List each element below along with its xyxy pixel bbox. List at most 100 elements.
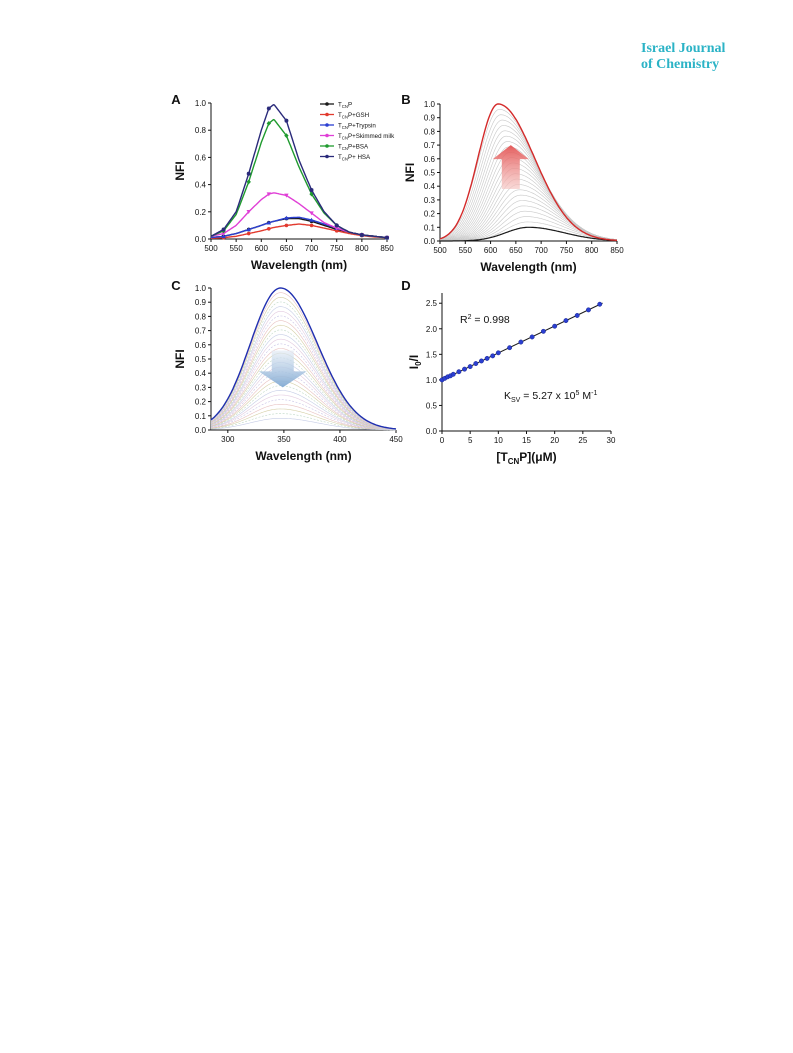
- x-tick-label: 500: [204, 244, 218, 253]
- y-tick-label: 1.5: [426, 350, 438, 359]
- intermediate-curve: [210, 404, 396, 431]
- x-tick-label: 5: [468, 436, 473, 445]
- legend-label-main: T: [338, 123, 342, 130]
- x-tick-label: 800: [355, 244, 369, 253]
- data-point: [490, 353, 496, 359]
- legend-marker: [325, 154, 329, 159]
- data-point: [246, 179, 251, 185]
- intermediate-curve: [439, 114, 617, 241]
- legend-label: TCNP: [338, 102, 352, 110]
- y-tick-label: 2.0: [426, 325, 438, 334]
- x-tick-label: 30: [607, 436, 616, 445]
- y-axis-title: NFI: [173, 161, 187, 180]
- ksv-sup1: 5: [576, 390, 580, 397]
- series-line-1: [211, 223, 387, 239]
- legend-label-main: T: [338, 133, 342, 140]
- x-tick-label: 750: [330, 244, 344, 253]
- legend-label-rest: P+GSH: [348, 112, 369, 119]
- intermediate-curve: [210, 380, 396, 430]
- panel-label: A: [171, 92, 181, 107]
- legend-marker: [325, 123, 329, 127]
- r-squared-label: R2 = 0.998: [460, 314, 510, 326]
- intermediate-curve: [210, 352, 397, 430]
- data-point: [529, 334, 535, 340]
- legend-marker: [325, 133, 329, 138]
- data-point: [495, 350, 501, 356]
- y-tick-label: 0.3: [424, 196, 436, 205]
- legend-label: TCNP+Trypsin: [338, 123, 376, 131]
- data-point: [246, 210, 251, 214]
- y-tick-label: 1.0: [424, 100, 436, 109]
- legend-label-sub: CN: [342, 125, 348, 130]
- ksv-main: K: [504, 390, 511, 402]
- data-point: [309, 211, 314, 216]
- y-axis-title-sub: 0: [414, 361, 423, 366]
- legend-label: TCNP+Skimmed milk: [338, 133, 395, 141]
- ksv-sub: SV: [511, 397, 521, 404]
- journal-logo-line1: Israel Journal: [641, 41, 726, 56]
- intermediate-curve: [210, 348, 397, 430]
- x-tick-label: 800: [585, 246, 599, 255]
- y-tick-label: 0.2: [195, 398, 207, 407]
- data-point: [334, 226, 339, 231]
- x-tick-label: 750: [560, 246, 574, 255]
- x-tick-label: 700: [305, 244, 319, 253]
- data-point: [267, 227, 271, 231]
- x-axis-title: Wavelength (nm): [480, 260, 576, 274]
- data-point: [284, 223, 289, 228]
- y-tick-label: 0.7: [195, 327, 207, 336]
- data-point: [309, 217, 314, 222]
- legend-label-sub: CN: [342, 115, 348, 120]
- r-squared-sup: 2: [468, 314, 472, 321]
- panel-label: B: [401, 92, 410, 107]
- panel-label: D: [401, 278, 410, 293]
- legend-label-rest: P+ HSA: [348, 154, 371, 161]
- y-tick-label: 2.5: [426, 299, 438, 308]
- x-tick-label: 600: [484, 246, 498, 255]
- legend-label-sub: CN: [342, 157, 348, 162]
- legend-label-sub: CN: [342, 136, 348, 141]
- data-point: [284, 193, 289, 198]
- data-point: [284, 118, 289, 123]
- y-tick-label: 0.2: [424, 210, 436, 219]
- x-tick-label: 850: [380, 244, 394, 253]
- ksv-unit: M: [579, 390, 591, 402]
- x-axis-title-main: [T: [496, 450, 508, 464]
- y-tick-label: 0.0: [424, 237, 436, 246]
- intermediate-curve: [210, 376, 397, 430]
- decrease-arrow: [258, 350, 307, 388]
- x-tick-label: 20: [550, 436, 559, 445]
- x-tick-label: 350: [277, 435, 291, 444]
- data-point: [266, 192, 272, 197]
- intermediate-curve: [440, 184, 618, 242]
- y-tick-label: 0.7: [424, 141, 436, 150]
- y-tick-label: 1.0: [195, 284, 207, 293]
- y-tick-label: 0.0: [195, 235, 207, 244]
- data-point: [478, 358, 484, 364]
- x-tick-label: 15: [522, 436, 531, 445]
- data-point: [473, 361, 479, 366]
- y-tick-label: 0.4: [195, 181, 207, 190]
- intermediate-curve: [439, 141, 618, 241]
- intermediate-curve: [210, 394, 396, 430]
- r-squared-main: R: [460, 314, 468, 326]
- y-tick-label: 0.1: [195, 412, 207, 421]
- intermediate-curve: [210, 334, 397, 430]
- initial-curve: [210, 287, 397, 430]
- legend-label-main: T: [338, 112, 342, 119]
- x-tick-label: 600: [255, 244, 269, 253]
- legend-label-main: T: [338, 102, 342, 109]
- intermediate-curve: [210, 315, 397, 430]
- data-point: [221, 234, 226, 239]
- legend-label-rest: P+Trypsin: [348, 123, 376, 130]
- y-tick-label: 0.9: [195, 298, 207, 307]
- y-tick-label: 0.6: [195, 153, 207, 162]
- intermediate-curve: [439, 146, 618, 241]
- y-tick-label: 0.8: [195, 312, 207, 321]
- final-curve: [439, 103, 617, 241]
- intermediate-curve: [210, 343, 397, 430]
- intermediate-curve: [210, 362, 397, 430]
- intermediate-curve: [210, 366, 397, 430]
- data-point: [266, 220, 272, 225]
